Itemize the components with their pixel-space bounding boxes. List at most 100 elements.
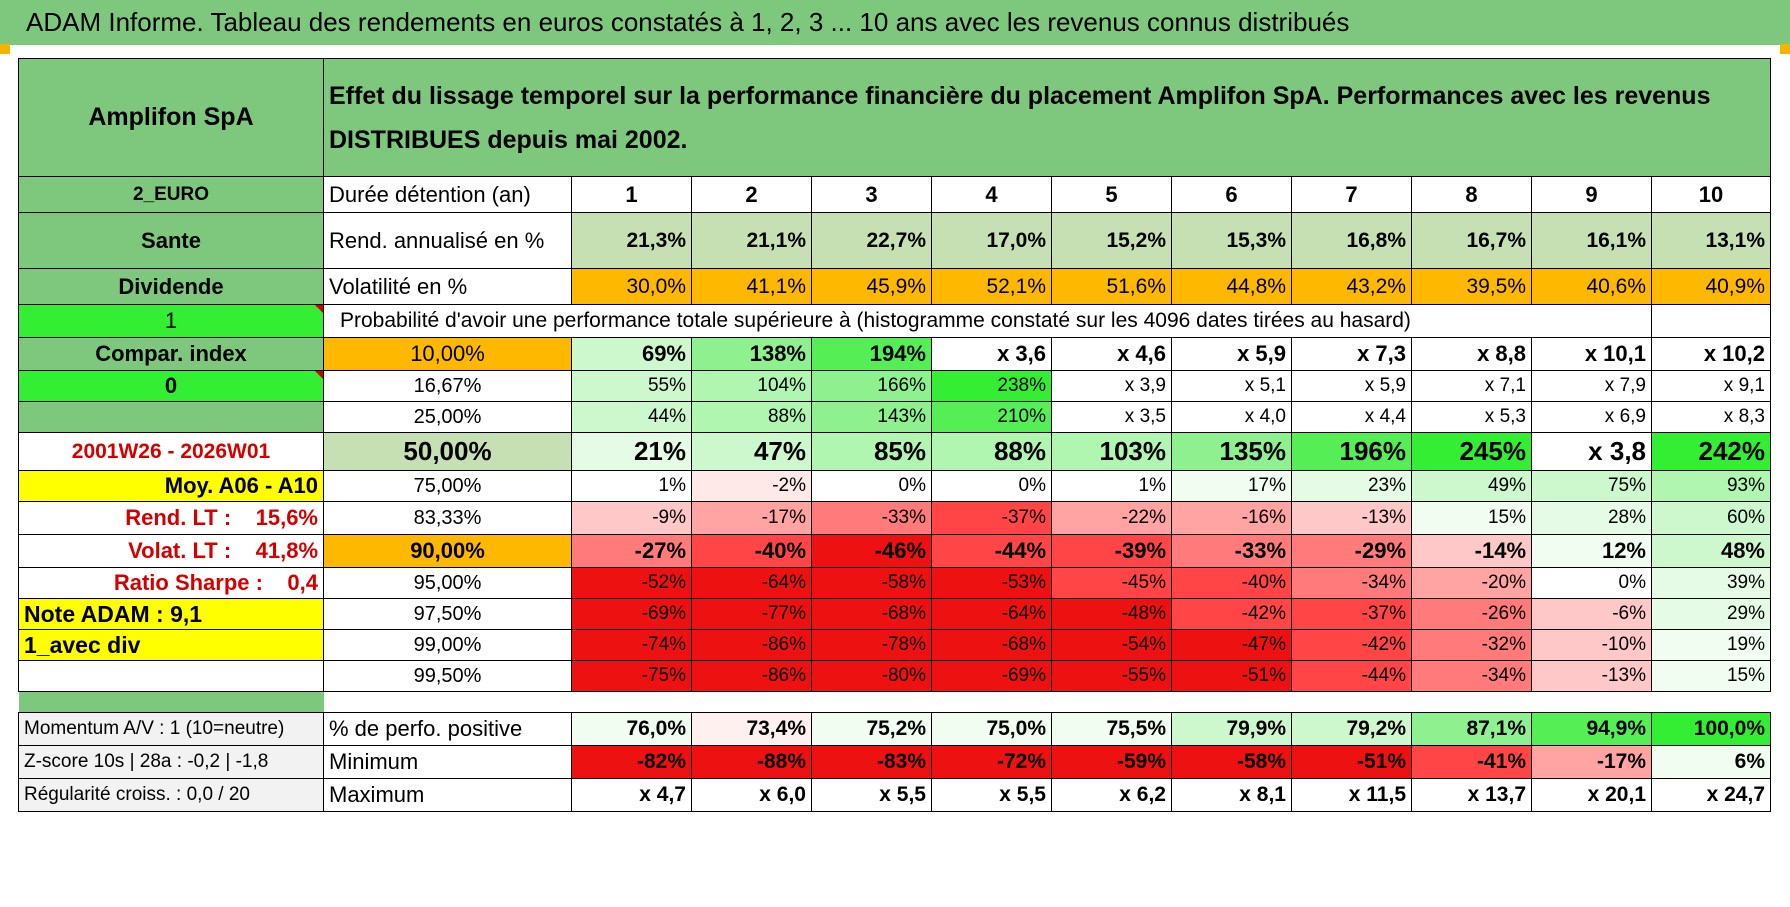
performance-cell: 48% xyxy=(1651,534,1771,568)
dividend-flag: 1 xyxy=(18,304,324,338)
volatility-cell: 30,0% xyxy=(571,268,692,305)
side-label: 0 xyxy=(18,370,324,402)
quantile-level: 25,00% xyxy=(323,401,572,433)
performance-cell: 143% xyxy=(811,401,932,433)
performance-cell: x 4,6 xyxy=(1051,337,1172,371)
summary-cell: x 5,5 xyxy=(811,778,932,812)
performance-cell: x 5,1 xyxy=(1171,370,1292,402)
quantile-row: 1_avec div 99,00% -74% -86% -78% -68% -54% -47%… xyxy=(18,629,1771,661)
performance-cell: 47% xyxy=(691,432,812,471)
sector-label: Sante xyxy=(18,212,324,269)
performance-cell: x 7,3 xyxy=(1291,337,1412,371)
table-description: Effet du lissage temporel sur la perform… xyxy=(323,58,1771,177)
summary-cell: x 4,7 xyxy=(571,778,692,812)
year-header: 3 xyxy=(811,176,932,213)
annualized-return-cell: 16,7% xyxy=(1411,212,1532,269)
year-header: 9 xyxy=(1531,176,1652,213)
performance-cell: 44% xyxy=(571,401,692,433)
performance-cell: -46% xyxy=(811,534,932,568)
summary-cell: -17% xyxy=(1531,745,1652,779)
performance-cell: 194% xyxy=(811,337,932,371)
summary-row: Régularité croiss. : 0,0 / 20 Maximum x 4,… xyxy=(18,778,1771,812)
performance-cell: -69% xyxy=(931,660,1052,692)
performance-cell: -34% xyxy=(1411,660,1532,692)
side-label xyxy=(18,401,324,433)
performance-cell: x 7,9 xyxy=(1531,370,1652,402)
summary-label: % de perfo. positive xyxy=(323,712,572,746)
performance-cell: -10% xyxy=(1531,629,1652,661)
performance-cell: 17% xyxy=(1171,470,1292,502)
annualized-return-label: Rend. annualisé en % xyxy=(323,212,572,269)
summary-label: Minimum xyxy=(323,745,572,779)
performance-cell: 138% xyxy=(691,337,812,371)
performance-cell: 88% xyxy=(931,432,1052,471)
year-header: 5 xyxy=(1051,176,1172,213)
performance-cell: -53% xyxy=(931,567,1052,599)
performance-cell: -22% xyxy=(1051,501,1172,535)
quantile-row: Rend. LT : 15,6% 83,33% -9% -17% -33% -37% -22… xyxy=(18,501,1771,535)
annualized-return-cell: 21,1% xyxy=(691,212,812,269)
quantile-row: Moy. A06 - A10 75,00% 1% -2% 0% 0% 1% 17% 23% 49%… xyxy=(18,470,1771,502)
year-header: 4 xyxy=(931,176,1052,213)
performance-cell: -26% xyxy=(1411,598,1532,630)
performance-cell: 104% xyxy=(691,370,812,402)
performance-cell: -54% xyxy=(1051,629,1172,661)
quantile-level: 99,50% xyxy=(323,660,572,692)
performance-cell: 60% xyxy=(1651,501,1771,535)
performance-cell: -14% xyxy=(1411,534,1532,568)
performance-cell: -64% xyxy=(931,598,1052,630)
summary-label: Maximum xyxy=(323,778,572,812)
summary-cell: -72% xyxy=(931,745,1052,779)
returns-table: Amplifon SpA Effet du lissage temporel s… xyxy=(18,58,1771,812)
performance-cell: -20% xyxy=(1411,567,1532,599)
performance-cell: 245% xyxy=(1411,432,1532,471)
year-header: 7 xyxy=(1291,176,1412,213)
summary-cell: -41% xyxy=(1411,745,1532,779)
summary-cell: 100,0% xyxy=(1651,712,1771,746)
performance-cell: -17% xyxy=(691,501,812,535)
report-title: ADAM Informe. Tableau des rendements en … xyxy=(0,0,1790,45)
performance-cell: 49% xyxy=(1411,470,1532,502)
performance-cell: 28% xyxy=(1531,501,1652,535)
performance-cell: -48% xyxy=(1051,598,1172,630)
summary-cell: x 8,1 xyxy=(1171,778,1292,812)
performance-cell: x 8,3 xyxy=(1651,401,1771,433)
summary-cell: 6% xyxy=(1651,745,1771,779)
volatility-label: Volatilité en % xyxy=(323,268,572,305)
quantile-row: 99,50% -75% -86% -80% -69% -55% -51% -44% -34% -1… xyxy=(18,660,1771,692)
quantile-level: 83,33% xyxy=(323,501,572,535)
performance-cell: -42% xyxy=(1291,629,1412,661)
performance-cell: x 5,3 xyxy=(1411,401,1532,433)
performance-cell: -47% xyxy=(1171,629,1292,661)
performance-cell: -58% xyxy=(811,567,932,599)
quantile-level: 16,67% xyxy=(323,370,572,402)
performance-cell: -29% xyxy=(1291,534,1412,568)
year-header: 6 xyxy=(1171,176,1292,213)
performance-cell: -27% xyxy=(571,534,692,568)
year-header: 1 xyxy=(571,176,692,213)
performance-cell: x 3,8 xyxy=(1531,432,1652,471)
quantile-row: Note ADAM : 9,1 97,50% -69% -77% -68% -64% -48… xyxy=(18,598,1771,630)
performance-cell: 135% xyxy=(1171,432,1292,471)
performance-cell: -51% xyxy=(1171,660,1292,692)
performance-cell: 85% xyxy=(811,432,932,471)
summary-cell: 94,9% xyxy=(1531,712,1652,746)
side-label: 1_avec div xyxy=(18,629,324,661)
performance-cell: -6% xyxy=(1531,598,1652,630)
performance-cell: -39% xyxy=(1051,534,1172,568)
summary-cell: -83% xyxy=(811,745,932,779)
corner-marker-left xyxy=(0,44,10,54)
annualized-return-cell: 16,1% xyxy=(1531,212,1652,269)
performance-cell: 75% xyxy=(1531,470,1652,502)
empty-cell xyxy=(1651,304,1771,338)
annualized-return-cell: 13,1% xyxy=(1651,212,1771,269)
performance-cell: x 5,9 xyxy=(1171,337,1292,371)
quantile-level: 95,00% xyxy=(323,567,572,599)
annualized-return-cell: 22,7% xyxy=(811,212,932,269)
spacer-row xyxy=(18,691,1771,713)
performance-cell: -40% xyxy=(1171,567,1292,599)
quantile-level: 97,50% xyxy=(323,598,572,630)
spacer xyxy=(324,692,1771,713)
duration-label: Durée détention (an) xyxy=(323,176,572,213)
summary-cell: x 20,1 xyxy=(1531,778,1652,812)
